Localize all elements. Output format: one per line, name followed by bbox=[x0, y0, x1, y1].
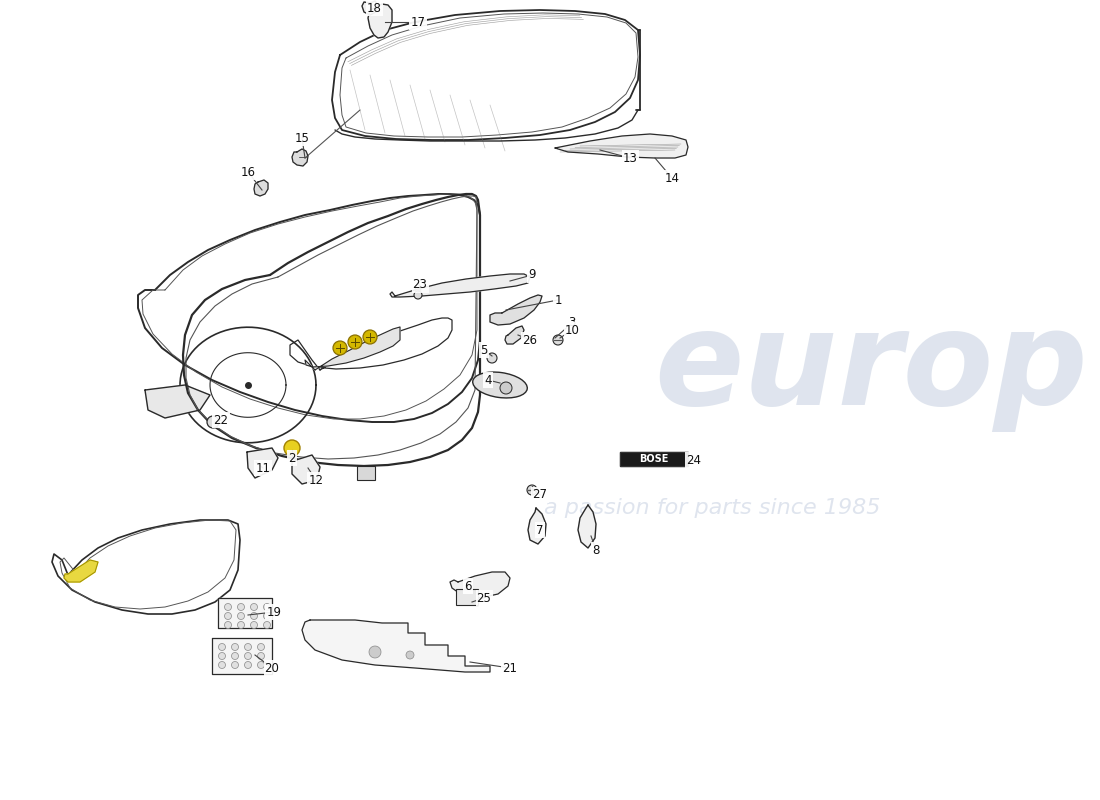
Circle shape bbox=[257, 662, 264, 669]
Text: 10: 10 bbox=[564, 323, 580, 337]
Text: 5: 5 bbox=[481, 343, 487, 357]
Text: 21: 21 bbox=[503, 662, 517, 674]
Circle shape bbox=[224, 622, 231, 629]
Text: 20: 20 bbox=[265, 662, 279, 674]
Text: 1: 1 bbox=[554, 294, 562, 306]
Circle shape bbox=[244, 643, 252, 650]
Polygon shape bbox=[248, 448, 278, 478]
Polygon shape bbox=[292, 149, 308, 166]
Polygon shape bbox=[505, 326, 524, 344]
Text: 11: 11 bbox=[255, 462, 271, 474]
Polygon shape bbox=[218, 598, 272, 628]
Circle shape bbox=[238, 622, 244, 629]
Text: 24: 24 bbox=[686, 454, 702, 466]
Text: 6: 6 bbox=[464, 579, 472, 593]
Text: 18: 18 bbox=[366, 2, 382, 14]
Text: 19: 19 bbox=[266, 606, 282, 618]
Circle shape bbox=[244, 653, 252, 659]
Text: 25: 25 bbox=[476, 591, 492, 605]
Polygon shape bbox=[292, 455, 320, 484]
Circle shape bbox=[333, 341, 346, 355]
Bar bbox=[456, 589, 478, 605]
Text: a passion for parts since 1985: a passion for parts since 1985 bbox=[544, 498, 881, 518]
Polygon shape bbox=[556, 134, 688, 158]
Polygon shape bbox=[254, 180, 268, 196]
Circle shape bbox=[487, 353, 497, 363]
Circle shape bbox=[231, 662, 239, 669]
Polygon shape bbox=[620, 452, 688, 466]
Polygon shape bbox=[362, 1, 378, 15]
Circle shape bbox=[284, 440, 300, 456]
Circle shape bbox=[368, 646, 381, 658]
Polygon shape bbox=[390, 274, 530, 297]
Circle shape bbox=[553, 335, 563, 345]
Polygon shape bbox=[302, 620, 490, 672]
Text: 17: 17 bbox=[410, 15, 426, 29]
Circle shape bbox=[251, 622, 257, 629]
Circle shape bbox=[414, 291, 422, 299]
Circle shape bbox=[264, 622, 271, 629]
Text: 15: 15 bbox=[295, 131, 309, 145]
Circle shape bbox=[238, 613, 244, 619]
Text: 22: 22 bbox=[213, 414, 229, 426]
Circle shape bbox=[224, 613, 231, 619]
Ellipse shape bbox=[473, 372, 527, 398]
Text: BOSE: BOSE bbox=[639, 454, 669, 464]
Text: 13: 13 bbox=[623, 151, 637, 165]
Circle shape bbox=[264, 603, 271, 610]
Circle shape bbox=[251, 613, 257, 619]
Circle shape bbox=[348, 335, 362, 349]
Polygon shape bbox=[528, 508, 546, 544]
Circle shape bbox=[500, 382, 512, 394]
Circle shape bbox=[219, 643, 225, 650]
Circle shape bbox=[363, 330, 377, 344]
Text: 3: 3 bbox=[569, 317, 575, 330]
Circle shape bbox=[251, 603, 257, 610]
Polygon shape bbox=[578, 505, 596, 548]
Polygon shape bbox=[368, 4, 392, 38]
Circle shape bbox=[244, 662, 252, 669]
Text: 12: 12 bbox=[308, 474, 323, 486]
Polygon shape bbox=[490, 295, 542, 325]
Circle shape bbox=[406, 651, 414, 659]
Circle shape bbox=[257, 643, 264, 650]
Polygon shape bbox=[145, 385, 210, 418]
Text: europ: europ bbox=[654, 305, 1088, 431]
Polygon shape bbox=[64, 560, 98, 582]
Circle shape bbox=[257, 653, 264, 659]
Bar bbox=[358, 466, 375, 480]
Polygon shape bbox=[450, 572, 510, 598]
Text: 9: 9 bbox=[528, 269, 536, 282]
Text: 26: 26 bbox=[522, 334, 538, 346]
Text: 4: 4 bbox=[484, 374, 492, 386]
Text: 2: 2 bbox=[288, 451, 296, 465]
Text: 8: 8 bbox=[592, 543, 600, 557]
Text: 27: 27 bbox=[532, 489, 548, 502]
Circle shape bbox=[207, 416, 219, 428]
Circle shape bbox=[238, 603, 244, 610]
Text: 7: 7 bbox=[537, 523, 543, 537]
Text: 23: 23 bbox=[412, 278, 428, 291]
Text: 16: 16 bbox=[241, 166, 255, 178]
Circle shape bbox=[224, 603, 231, 610]
Circle shape bbox=[231, 643, 239, 650]
Circle shape bbox=[219, 662, 225, 669]
Polygon shape bbox=[212, 638, 272, 674]
Circle shape bbox=[527, 485, 537, 495]
Text: 14: 14 bbox=[664, 171, 680, 185]
Circle shape bbox=[231, 653, 239, 659]
Circle shape bbox=[264, 613, 271, 619]
Circle shape bbox=[219, 653, 225, 659]
Polygon shape bbox=[305, 327, 400, 370]
